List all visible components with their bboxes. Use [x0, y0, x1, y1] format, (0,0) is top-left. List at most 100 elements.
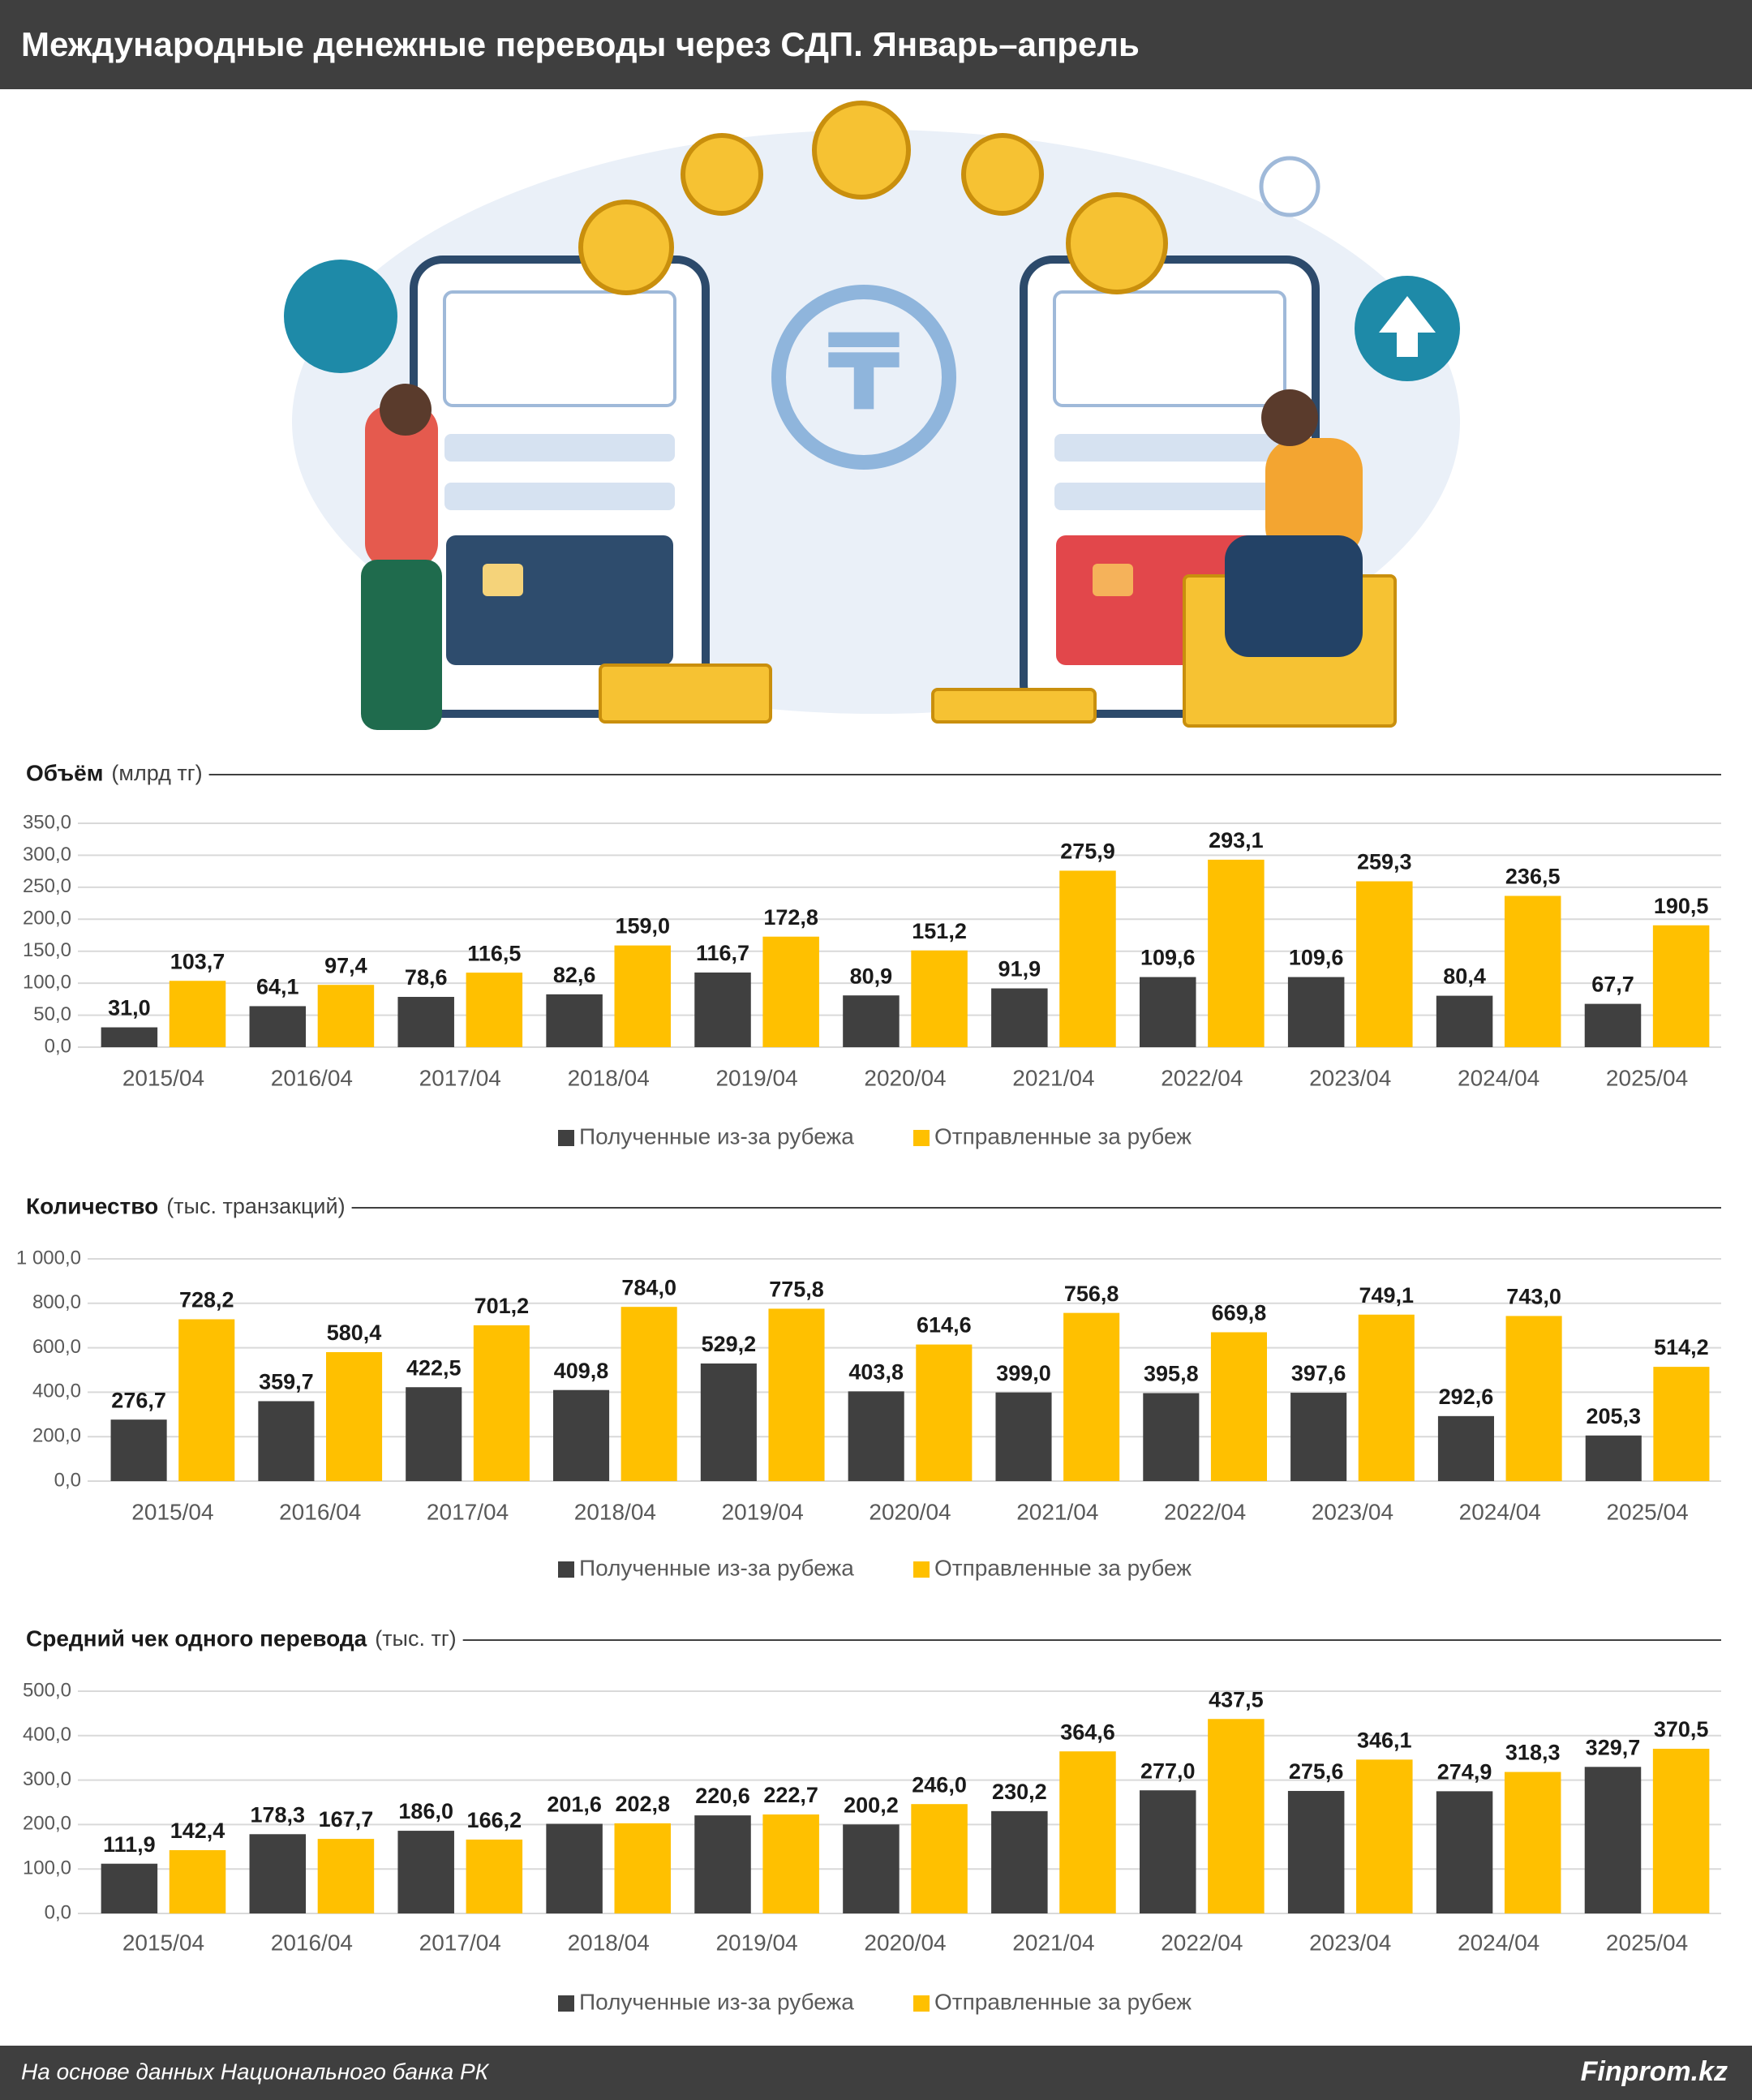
bar: [249, 1006, 307, 1047]
bar: [1210, 1332, 1267, 1481]
arrow-up-icon: [1379, 296, 1436, 357]
bar: [762, 1814, 819, 1913]
value-label: 292,6: [1439, 1385, 1494, 1409]
value-label: 274,9: [1437, 1759, 1492, 1784]
header-title: Международные денежные переводы через СД…: [21, 25, 1140, 63]
x-tick-label: 2024/04: [1458, 1065, 1539, 1090]
y-tick-label: 0,0: [45, 1901, 71, 1923]
bar: [326, 1351, 383, 1481]
x-tick-label: 2020/04: [869, 1499, 951, 1524]
coin: [681, 133, 763, 216]
bar: [553, 1389, 610, 1481]
y-tick-label: 300,0: [23, 1768, 71, 1790]
x-tick-label: 2021/04: [1012, 1065, 1094, 1090]
coin-stack: [931, 688, 1097, 724]
bar: [1356, 1759, 1413, 1913]
coin: [961, 133, 1044, 216]
value-label: 409,8: [554, 1359, 609, 1383]
bar: [614, 945, 672, 1047]
value-label: 80,4: [1443, 964, 1486, 989]
value-label: 669,8: [1212, 1301, 1267, 1325]
x-tick-label: 2016/04: [279, 1499, 361, 1524]
value-label: 701,2: [474, 1294, 530, 1318]
bar: [406, 1387, 462, 1481]
bar: [466, 1839, 523, 1913]
x-tick-label: 2019/04: [722, 1499, 804, 1524]
y-tick-label: 200,0: [32, 1425, 81, 1447]
x-tick-label: 2018/04: [574, 1499, 656, 1524]
bar: [762, 936, 819, 1047]
section-title: Количество: [26, 1193, 158, 1218]
y-tick-label: 400,0: [32, 1381, 81, 1402]
value-label: 190,5: [1654, 894, 1709, 918]
x-tick-label: 2018/04: [568, 1065, 650, 1090]
header-bar: [0, 0, 1752, 89]
value-label: 67,7: [1591, 973, 1634, 997]
x-tick-label: 2020/04: [864, 1930, 946, 1955]
value-label: 743,0: [1506, 1285, 1561, 1309]
value-label: 403,8: [848, 1359, 904, 1384]
x-tick-label: 2023/04: [1309, 1930, 1391, 1955]
phone-field: [444, 434, 675, 462]
value-label: 80,9: [850, 964, 893, 988]
bar: [1504, 895, 1561, 1047]
value-label: 236,5: [1505, 865, 1561, 889]
value-label: 220,6: [695, 1784, 750, 1808]
bar: [916, 1344, 973, 1481]
card-chip: [483, 564, 523, 596]
y-tick-label: 100,0: [23, 971, 71, 993]
x-tick-label: 2021/04: [1012, 1930, 1094, 1955]
bar: [614, 1823, 672, 1913]
x-tick-label: 2025/04: [1606, 1499, 1688, 1524]
value-label: 422,5: [406, 1355, 462, 1380]
value-label: 329,7: [1586, 1735, 1641, 1759]
bar: [1287, 1790, 1345, 1913]
person-head: [1261, 389, 1318, 446]
bar: [1139, 1790, 1196, 1913]
x-tick-label: 2019/04: [715, 1065, 797, 1090]
bar: [178, 1319, 235, 1481]
phone-screen: [1053, 290, 1286, 407]
value-label: 64,1: [256, 975, 299, 999]
x-tick-label: 2022/04: [1161, 1930, 1243, 1955]
value-label: 277,0: [1140, 1759, 1196, 1783]
phone-field: [1054, 483, 1285, 510]
y-tick-label: 800,0: [32, 1291, 81, 1313]
bar: [169, 981, 226, 1047]
bar: [1143, 1393, 1200, 1481]
value-label: 259,3: [1357, 850, 1412, 874]
person: [1225, 535, 1363, 657]
value-label: 151,2: [912, 919, 967, 943]
coin: [812, 101, 911, 200]
bar: [317, 985, 375, 1047]
y-tick-label: 50,0: [33, 1003, 71, 1025]
bar: [397, 997, 454, 1047]
bar: [1287, 977, 1345, 1047]
y-tick-label: 600,0: [32, 1336, 81, 1358]
bar: [843, 1824, 900, 1913]
bar: [768, 1308, 825, 1481]
footer-bar: [0, 2046, 1752, 2100]
value-label: 222,7: [763, 1783, 818, 1807]
person: [361, 560, 442, 730]
bar: [101, 1863, 158, 1913]
value-label: 293,1: [1209, 828, 1264, 852]
value-label: 82,6: [553, 963, 596, 987]
legend-label: Полученные из-за рубежа: [579, 1555, 854, 1580]
bar: [1059, 1751, 1116, 1913]
value-label: 437,5: [1209, 1687, 1264, 1711]
legend-swatch: [913, 1130, 930, 1146]
value-label: 202,8: [615, 1792, 670, 1816]
value-label: 201,6: [547, 1793, 602, 1817]
x-tick-label: 2016/04: [271, 1930, 353, 1955]
bar: [169, 1849, 226, 1913]
value-label: 97,4: [324, 953, 367, 977]
x-tick-label: 2017/04: [419, 1930, 501, 1955]
y-tick-label: 400,0: [23, 1724, 71, 1746]
value-label: 167,7: [319, 1807, 374, 1832]
value-label: 230,2: [992, 1780, 1047, 1804]
bar: [101, 1027, 158, 1047]
bar: [1290, 1393, 1347, 1481]
value-label: 178,3: [251, 1802, 306, 1827]
x-tick-label: 2023/04: [1309, 1065, 1391, 1090]
